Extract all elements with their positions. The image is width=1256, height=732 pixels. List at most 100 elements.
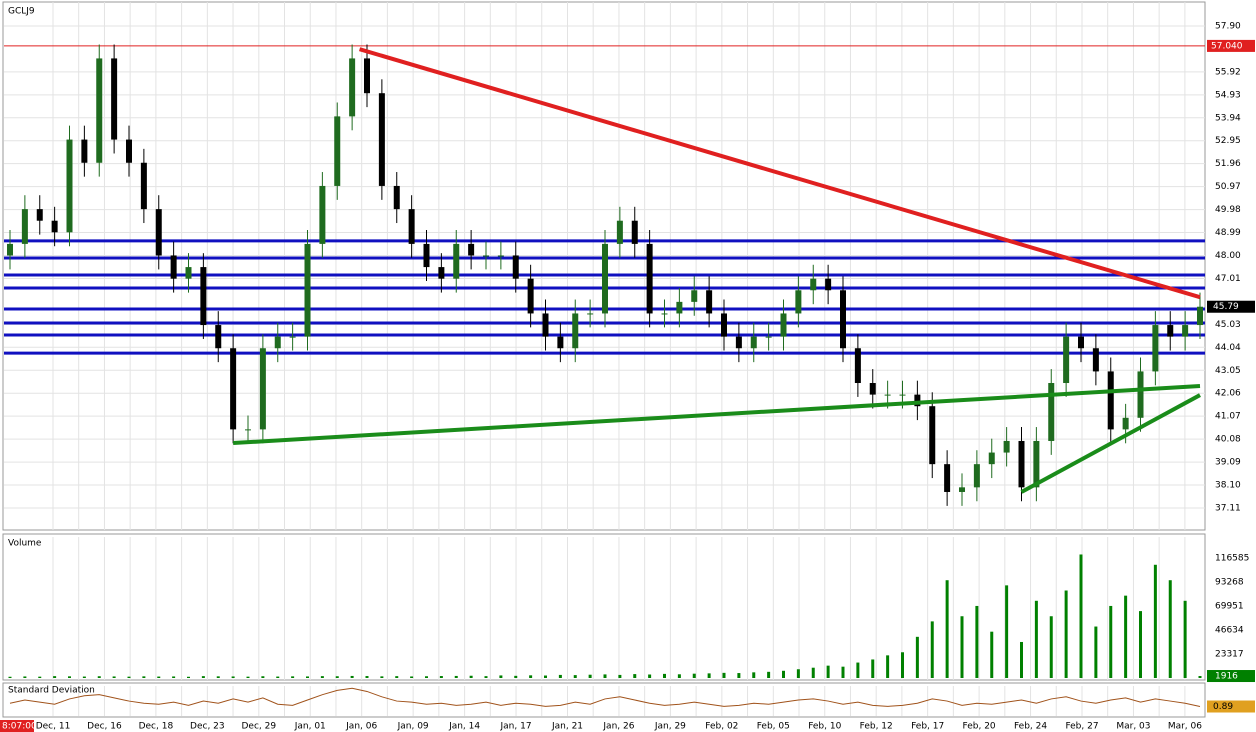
volume-bar: [97, 676, 101, 678]
candle-body: [170, 255, 177, 279]
volume-bar: [1153, 564, 1157, 678]
x-tick-label: Feb, 20: [963, 722, 996, 732]
candle-body: [96, 58, 103, 163]
x-tick-label: Jan, 06: [345, 722, 377, 732]
volume-panel: [2, 533, 1206, 681]
candle-body: [810, 278, 817, 291]
candle-body: [602, 243, 608, 314]
candle-body: [1197, 306, 1203, 326]
candle-body: [393, 185, 400, 210]
volume-bar: [782, 670, 785, 678]
candle-body: [988, 452, 995, 465]
candle-body: [215, 325, 222, 349]
candle-body: [1048, 383, 1055, 441]
candle-body: [750, 336, 757, 349]
candle-body: [245, 429, 251, 431]
candle-body: [1152, 325, 1159, 372]
candle-body: [7, 243, 13, 256]
volume-bar: [82, 676, 86, 678]
candle-body: [661, 313, 668, 315]
candle-body: [319, 185, 326, 244]
trendline: [358, 47, 1201, 300]
time-label: 8:07:00: [2, 722, 37, 732]
volume-bar: [767, 671, 771, 678]
x-tick-label: Feb, 05: [757, 722, 790, 732]
y-tick-label: 48.99: [1215, 228, 1241, 238]
volume-bar: [1005, 585, 1009, 678]
candle-body: [512, 255, 519, 279]
candle-body: [721, 313, 727, 337]
volume-bar: [544, 675, 547, 678]
volume-bar: [871, 659, 875, 678]
y-tick-label: 55.92: [1215, 67, 1241, 77]
volume-bar: [633, 674, 637, 678]
volume-bar: [172, 676, 176, 678]
candle-body: [200, 267, 207, 326]
candle-body: [81, 139, 88, 163]
candle-body: [1063, 336, 1070, 384]
x-tick-label: Jan, 26: [602, 722, 634, 732]
y-tick-label: 53.94: [1215, 113, 1241, 123]
x-tick-label: Feb, 10: [808, 722, 841, 732]
candle-body: [1033, 440, 1040, 488]
volume-bar: [841, 666, 845, 678]
volume-bar: [692, 673, 696, 678]
candle-body: [1167, 325, 1174, 337]
volume-bar: [1198, 676, 1202, 678]
volume-bar: [796, 669, 800, 678]
candle-body: [631, 220, 638, 244]
volume-bar: [975, 605, 979, 678]
volume-bar: [246, 676, 250, 678]
candle-body: [111, 58, 118, 140]
volume-bar: [603, 674, 607, 678]
candle-body: [572, 313, 579, 349]
volume-bar: [1109, 605, 1113, 678]
x-tick-label: Jan, 17: [500, 722, 532, 732]
y-tick-label: 116585: [1215, 553, 1249, 563]
volume-bar: [990, 631, 994, 678]
candle-body: [483, 255, 489, 257]
last-price-box: [1207, 300, 1255, 313]
volume-bar: [439, 676, 443, 678]
volume-bar: [1168, 580, 1172, 678]
volume-bar: [365, 676, 369, 678]
y-tick-label: 38.10: [1215, 481, 1241, 491]
volume-bar: [231, 676, 235, 678]
x-tick-label: Jan, 01: [294, 722, 326, 732]
volume-bar: [216, 676, 220, 678]
panel-title: Standard Deviation: [8, 686, 95, 696]
volume-bar: [1079, 554, 1083, 678]
volume-bar: [588, 674, 592, 678]
y-tick-label: 93268: [1215, 577, 1244, 587]
candle-body: [304, 243, 311, 337]
candle-body: [1018, 440, 1025, 488]
volume-bar: [410, 676, 414, 678]
candle-body: [155, 209, 162, 256]
y-tick-label: 42.06: [1215, 389, 1241, 399]
last-stddev-box: [1207, 700, 1255, 713]
stddev-line: [9, 687, 1201, 707]
y-tick-label: 43.05: [1215, 366, 1241, 376]
x-tick-label: Feb, 27: [1065, 722, 1098, 732]
candle-body: [423, 243, 430, 268]
volume-bar: [23, 676, 27, 678]
volume-bar: [306, 676, 309, 678]
x-tick-label: Dec, 11: [36, 722, 71, 732]
volume-bar: [201, 676, 205, 678]
volume-bar: [112, 676, 116, 678]
volume-bar: [558, 674, 562, 678]
last-volume-box: [1207, 670, 1255, 683]
volume-bar: [1034, 600, 1038, 678]
y-tick-label: 41.07: [1215, 412, 1241, 422]
y-tick-label: 48.00: [1215, 251, 1241, 261]
volume-bar: [573, 675, 577, 678]
candle-body: [959, 487, 965, 492]
volume-bar: [469, 675, 473, 678]
last-volume-label: 1916: [1215, 672, 1238, 682]
candle-body: [780, 313, 787, 337]
volume-bar: [395, 676, 399, 678]
volume-bar: [276, 676, 280, 678]
volume-bar: [677, 674, 681, 678]
candle-body: [21, 209, 28, 244]
